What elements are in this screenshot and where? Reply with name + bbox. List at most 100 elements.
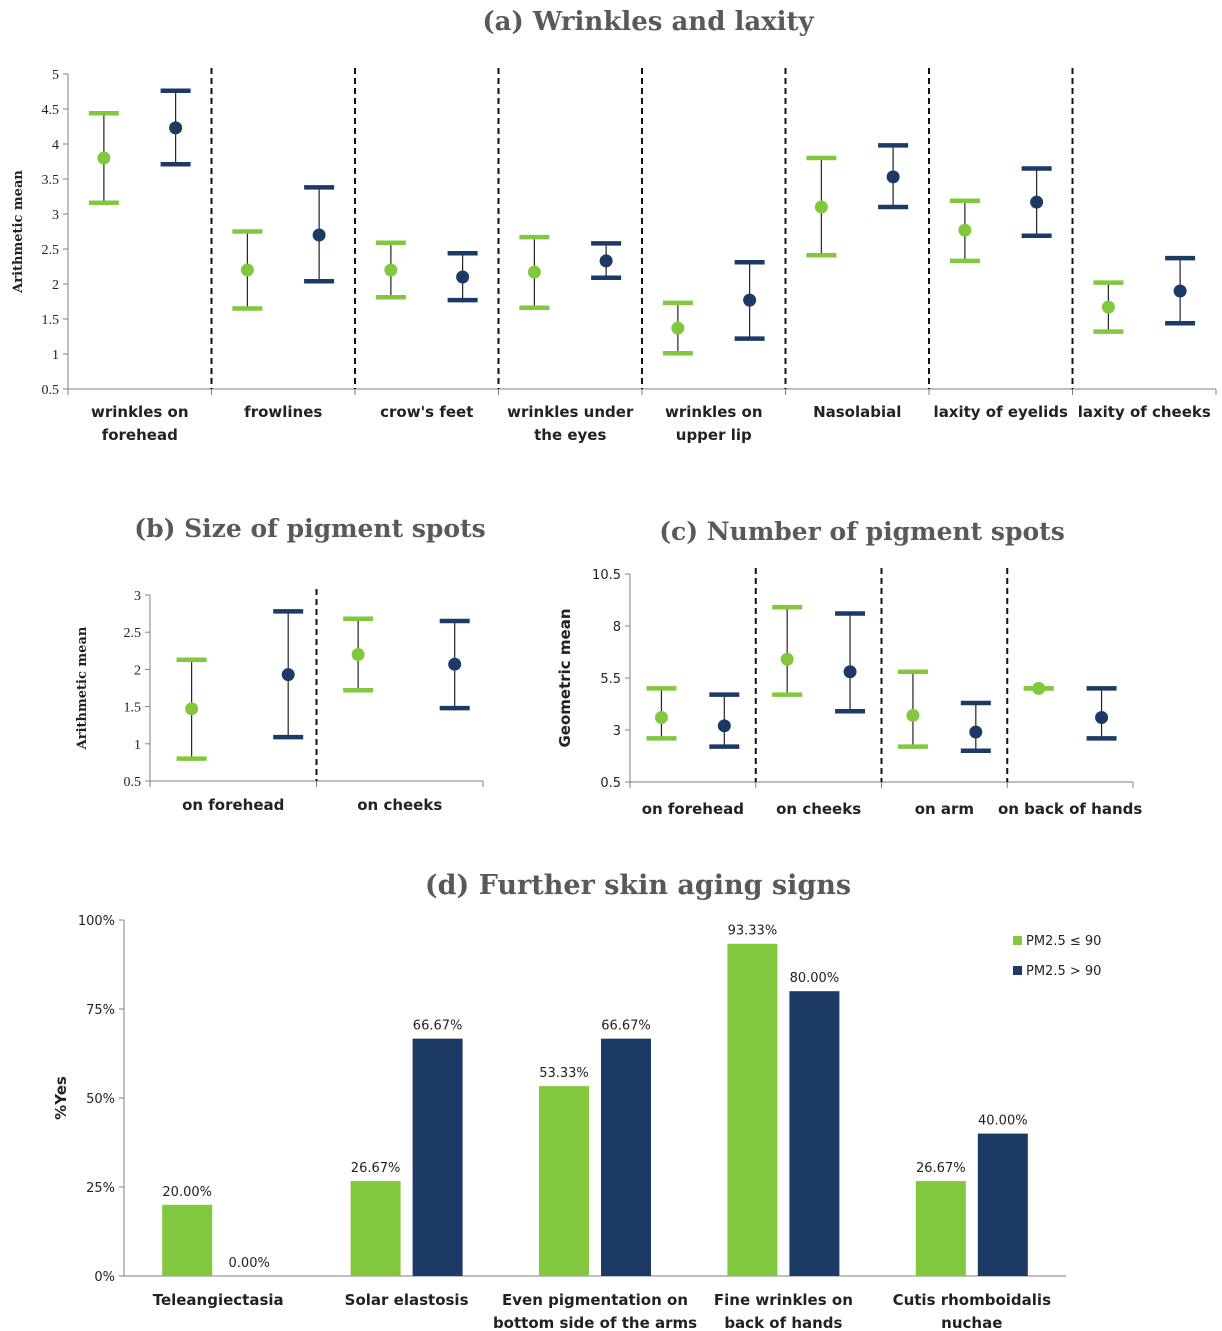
y-tick-label-a: 3.5 [42, 173, 60, 188]
category-label-b: on cheeks [357, 796, 442, 814]
mean-point-a [312, 228, 326, 242]
y-tick-label-c: 5.5 [600, 672, 621, 687]
bar-high [412, 1038, 463, 1276]
y-tick-label-a: 2 [52, 278, 59, 293]
y-tick-label-b: 2.5 [124, 626, 142, 641]
mean-point-c [717, 719, 731, 733]
category-label-d: Cutis rhomboidalis [893, 1291, 1051, 1309]
category-label-a: crow's feet [380, 403, 473, 421]
bar-high [789, 991, 840, 1276]
y-tick-label-b: 3 [134, 589, 141, 604]
y-axis-label-a: Arithmetic mean [11, 170, 26, 294]
chart-title-b: (b) Size of pigment spots [134, 514, 485, 543]
category-label-a: wrinkles on [91, 403, 189, 421]
data-label-high: 66.67% [601, 1019, 651, 1034]
category-label-a: frowlines [244, 403, 322, 421]
mean-point-a [1101, 300, 1115, 314]
y-tick-label-a: 0.5 [42, 383, 60, 398]
y-tick-label-a: 4 [52, 138, 59, 153]
legend-swatch-low [1013, 936, 1022, 945]
mean-point-b [448, 657, 462, 671]
mean-point-c [780, 652, 794, 666]
y-tick-label-c: 8 [613, 620, 621, 635]
y-tick-label-b: 1 [134, 738, 141, 753]
category-label-d: back of hands [724, 1314, 842, 1331]
y-tick-label-d: 50% [86, 1092, 115, 1107]
mean-point-a [97, 151, 111, 165]
category-label-a: laxity of eyelids [934, 403, 1068, 421]
mean-point-b [185, 702, 199, 716]
y-tick-label-d: 100% [78, 914, 115, 929]
mean-point-c [1032, 681, 1046, 695]
category-label-a: upper lip [676, 426, 752, 444]
y-tick-label-c: 10.5 [592, 568, 621, 583]
y-tick-label-d: 75% [86, 1003, 115, 1018]
mean-point-b [351, 648, 365, 662]
mean-point-a [169, 121, 183, 135]
y-tick-label-a: 2.5 [42, 243, 60, 258]
category-label-a: forehead [102, 426, 178, 444]
mean-point-b [281, 668, 295, 682]
category-label-d: nuchae [941, 1314, 1002, 1331]
category-label-d: bottom side of the arms [493, 1314, 697, 1331]
y-axis-label-c: Geometric mean [556, 608, 574, 747]
mean-point-a [814, 200, 828, 214]
mean-point-a [599, 254, 613, 268]
chart-title-c: (c) Number of pigment spots [659, 517, 1065, 546]
bar-low [539, 1086, 589, 1276]
chart-title-a: (a) Wrinkles and laxity [482, 7, 814, 37]
bar-high [601, 1038, 651, 1276]
bar-low [915, 1181, 966, 1276]
data-label-low: 20.00% [162, 1185, 212, 1200]
data-label-high: 80.00% [790, 971, 840, 986]
mean-point-c [1095, 711, 1109, 725]
category-label-a: Nasolabial [813, 403, 901, 421]
y-tick-label-a: 1 [52, 348, 59, 363]
category-label-c: on cheeks [776, 800, 861, 818]
y-tick-label-a: 3 [52, 208, 59, 223]
legend-label-low: PM2.5 ≤ 90 [1026, 934, 1101, 949]
bar-low [162, 1204, 213, 1276]
data-label-low: 26.67% [351, 1161, 401, 1176]
data-label-low: 53.33% [539, 1066, 589, 1081]
mean-point-a [1030, 195, 1044, 209]
y-tick-label-d: 0% [94, 1270, 115, 1285]
category-label-c: on arm [915, 800, 974, 818]
mean-point-a [527, 265, 541, 279]
mean-point-a [240, 263, 254, 277]
mean-point-a [671, 321, 685, 335]
bar-low [350, 1181, 401, 1276]
y-tick-label-d: 25% [86, 1181, 115, 1196]
y-tick-label-a: 1.5 [42, 313, 60, 328]
y-tick-label-c: 0.5 [600, 776, 621, 791]
y-tick-label-b: 1.5 [124, 701, 142, 716]
category-label-a: wrinkles under [507, 403, 634, 421]
bar-low [727, 943, 778, 1276]
category-label-c: on back of hands [998, 800, 1142, 818]
category-label-a: the eyes [534, 426, 606, 444]
category-label-d: Fine wrinkles on [714, 1291, 853, 1309]
mean-point-a [1173, 284, 1187, 298]
y-tick-label-b: 0.5 [124, 775, 142, 790]
y-tick-label-a: 5 [52, 68, 59, 83]
category-label-d: Solar elastosis [345, 1291, 469, 1309]
mean-point-c [654, 711, 668, 725]
y-axis-label-b: Arithmetic mean [75, 626, 90, 750]
category-label-c: on forehead [642, 800, 744, 818]
y-tick-label-a: 4.5 [42, 103, 60, 118]
mean-point-c [843, 665, 857, 679]
bar-high [977, 1133, 1028, 1276]
category-label-d: Teleangiectasia [153, 1291, 284, 1309]
data-label-high: 40.00% [978, 1114, 1028, 1129]
data-label-high: 66.67% [413, 1019, 463, 1034]
y-axis-label-d: %Yes [52, 1076, 70, 1120]
mean-point-a [958, 223, 972, 237]
data-label-low: 26.67% [916, 1161, 966, 1176]
chart-title-d: (d) Further skin aging signs [425, 870, 851, 901]
legend-swatch-high [1013, 966, 1022, 975]
category-label-d: Even pigmentation on [502, 1291, 688, 1309]
data-label-low: 93.33% [728, 924, 778, 939]
mean-point-a [743, 293, 757, 307]
mean-point-c [969, 725, 983, 739]
